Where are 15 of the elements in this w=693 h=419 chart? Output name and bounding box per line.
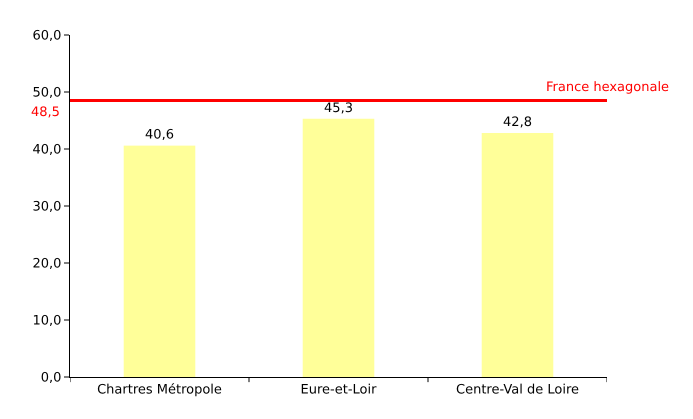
y-tick-label: 10,0 (32, 314, 62, 329)
y-tick-label: 40,0 (32, 142, 62, 158)
data-label: 40,6 (145, 128, 174, 143)
ref-line-label: France hexagonale (546, 80, 670, 95)
data-label: 45,3 (324, 100, 353, 116)
x-tick-label: Centre-Val de Loire (456, 382, 580, 398)
data-label: 42,8 (503, 115, 532, 130)
text: 48,5 (31, 105, 60, 120)
y-tick-label: 60,0 (32, 28, 62, 44)
y-tick-label: 0,0 (40, 370, 62, 386)
y-tick-label: 20,0 (32, 256, 62, 272)
y-tick-label: 50,0 (32, 86, 62, 101)
x-tick-label: Eure-et-Loir (300, 382, 378, 398)
x-tick-label: Chartres Métropole (97, 382, 222, 398)
y-tick-label: 30,0 (32, 200, 62, 215)
